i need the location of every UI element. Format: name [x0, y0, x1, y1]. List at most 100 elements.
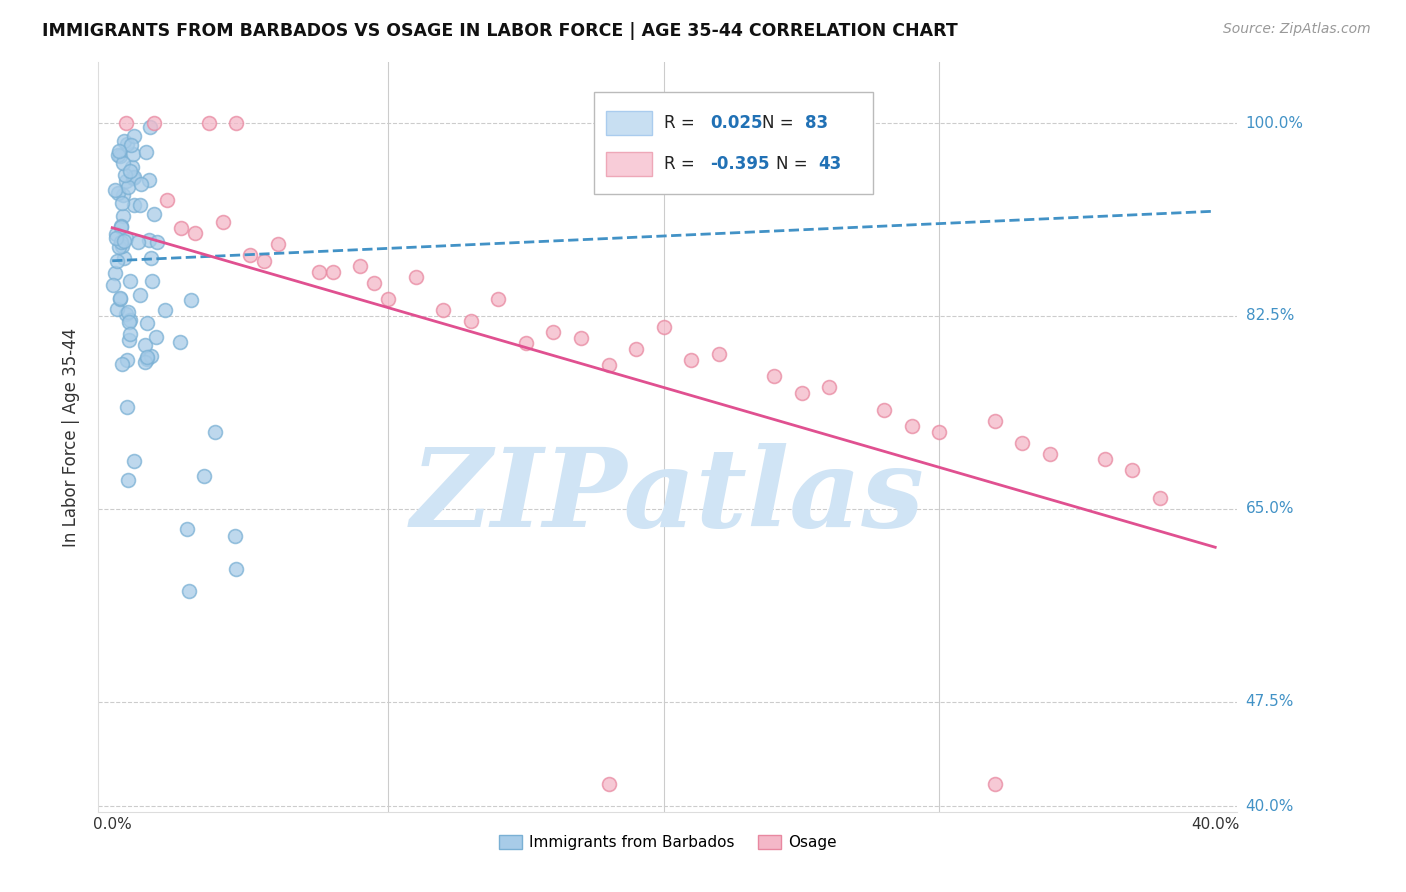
- Text: 65.0%: 65.0%: [1246, 501, 1294, 516]
- Point: [1149, 491, 1171, 505]
- Point: [138, 173, 160, 187]
- Point: [652, 319, 675, 334]
- Y-axis label: In Labor Force | Age 35-44: In Labor Force | Age 35-44: [62, 327, 80, 547]
- Point: [122, 169, 145, 184]
- Point: [120, 326, 142, 341]
- Point: [193, 468, 215, 483]
- Point: [543, 326, 565, 340]
- Point: [111, 209, 134, 223]
- Point: [114, 169, 136, 183]
- Point: [115, 400, 138, 414]
- Point: [108, 149, 131, 163]
- Point: [145, 330, 167, 344]
- Point: [105, 302, 128, 317]
- Point: [104, 227, 127, 242]
- Point: [598, 359, 620, 373]
- Point: [117, 473, 139, 487]
- Point: [598, 777, 620, 791]
- Point: [112, 252, 135, 266]
- Point: [112, 156, 135, 170]
- Text: R =: R =: [665, 155, 700, 173]
- Point: [322, 265, 344, 279]
- Text: 100.0%: 100.0%: [1246, 116, 1303, 130]
- Point: [377, 293, 399, 307]
- Point: [156, 193, 179, 207]
- Point: [110, 235, 132, 249]
- Point: [107, 148, 129, 162]
- Point: [515, 336, 537, 351]
- Point: [211, 215, 233, 229]
- Text: 0.025: 0.025: [710, 114, 762, 132]
- Point: [112, 234, 135, 248]
- Point: [169, 335, 191, 350]
- Point: [134, 355, 156, 369]
- Point: [146, 235, 169, 250]
- Point: [1011, 435, 1033, 450]
- Point: [115, 136, 138, 151]
- Point: [901, 419, 924, 434]
- Point: [983, 777, 1005, 791]
- Point: [110, 219, 132, 234]
- Point: [122, 147, 145, 161]
- Text: 83: 83: [804, 114, 828, 132]
- Point: [170, 220, 193, 235]
- Text: 43: 43: [818, 155, 841, 173]
- Point: [129, 288, 152, 302]
- Text: N =: N =: [762, 114, 799, 132]
- Point: [134, 337, 156, 351]
- Text: IMMIGRANTS FROM BARBADOS VS OSAGE IN LABOR FORCE | AGE 35-44 CORRELATION CHART: IMMIGRANTS FROM BARBADOS VS OSAGE IN LAB…: [42, 22, 957, 40]
- Point: [104, 183, 127, 197]
- Point: [115, 116, 138, 130]
- Point: [139, 120, 162, 134]
- Point: [122, 129, 145, 144]
- Point: [176, 522, 198, 536]
- Point: [349, 260, 371, 274]
- Point: [460, 314, 482, 328]
- Point: [142, 116, 165, 130]
- Point: [224, 529, 246, 543]
- Point: [118, 164, 141, 178]
- Point: [111, 357, 134, 371]
- Text: -0.395: -0.395: [710, 155, 769, 173]
- FancyBboxPatch shape: [593, 93, 873, 194]
- Point: [253, 253, 276, 268]
- Point: [666, 116, 689, 130]
- Point: [790, 386, 813, 401]
- Point: [707, 347, 730, 361]
- Point: [107, 186, 129, 200]
- Point: [184, 226, 207, 240]
- Point: [225, 116, 247, 130]
- Point: [112, 134, 135, 148]
- Point: [118, 315, 141, 329]
- Point: [1039, 447, 1062, 461]
- Point: [928, 425, 950, 439]
- Point: [136, 316, 159, 330]
- Point: [104, 231, 127, 245]
- Point: [118, 274, 141, 288]
- Point: [136, 350, 159, 364]
- Point: [983, 413, 1005, 427]
- Point: [111, 188, 134, 202]
- Text: Source: ZipAtlas.com: Source: ZipAtlas.com: [1223, 22, 1371, 37]
- Point: [204, 425, 226, 439]
- Point: [115, 230, 138, 244]
- Point: [120, 138, 142, 153]
- Point: [105, 254, 128, 268]
- Point: [108, 240, 131, 254]
- Legend: Immigrants from Barbados, Osage: Immigrants from Barbados, Osage: [492, 830, 844, 856]
- FancyBboxPatch shape: [606, 153, 652, 177]
- Point: [197, 116, 219, 130]
- Point: [135, 351, 157, 366]
- Text: N =: N =: [776, 155, 813, 173]
- Point: [110, 219, 132, 233]
- Point: [1094, 452, 1116, 467]
- Point: [124, 198, 146, 212]
- Point: [115, 307, 138, 321]
- Point: [141, 251, 163, 265]
- Text: 47.5%: 47.5%: [1246, 694, 1294, 709]
- Point: [177, 584, 200, 599]
- Point: [117, 304, 139, 318]
- Point: [141, 274, 163, 288]
- Point: [1121, 463, 1143, 477]
- Point: [141, 349, 163, 363]
